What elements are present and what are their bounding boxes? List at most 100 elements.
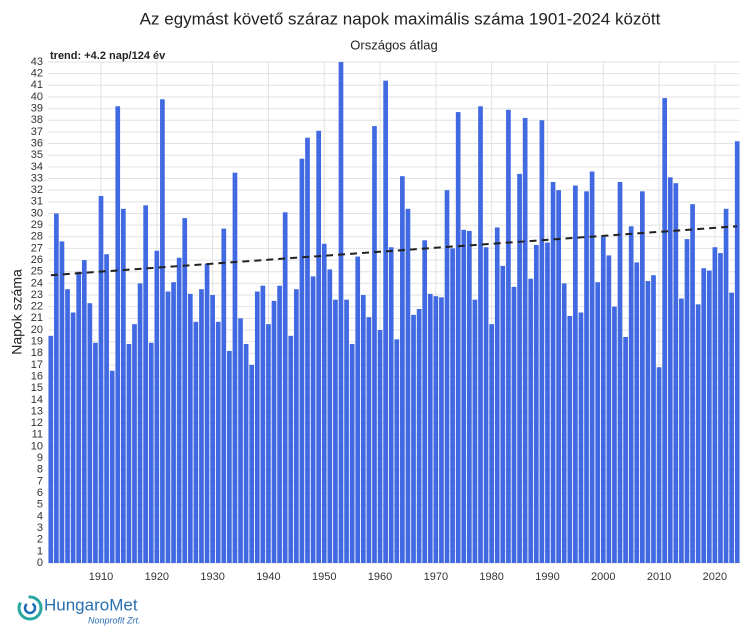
bar xyxy=(137,283,143,563)
bar xyxy=(98,195,104,563)
bar xyxy=(706,270,712,563)
y-tick-label: 15 xyxy=(31,382,43,394)
bar xyxy=(355,256,361,563)
bar xyxy=(528,278,534,563)
bar xyxy=(667,177,673,564)
y-tick-label: 3 xyxy=(37,522,43,534)
bar xyxy=(684,239,690,564)
bar xyxy=(517,173,522,563)
bar xyxy=(628,226,634,563)
x-tick-label: 1970 xyxy=(424,571,448,583)
y-tick-label: 4 xyxy=(37,510,43,522)
y-tick-label: 14 xyxy=(31,394,43,406)
bar xyxy=(718,253,723,563)
bar xyxy=(310,276,316,563)
y-tick-label: 19 xyxy=(31,336,43,348)
bar xyxy=(327,269,333,563)
y-tick-label: 11 xyxy=(32,429,43,441)
bar xyxy=(589,171,595,563)
x-tick-label: 2000 xyxy=(591,571,615,583)
bar xyxy=(76,271,82,563)
bar xyxy=(366,317,372,563)
bar xyxy=(623,336,628,563)
bar xyxy=(360,295,366,563)
y-tick-label: 24 xyxy=(31,277,43,289)
bar xyxy=(444,190,450,564)
y-tick-label: 25 xyxy=(31,266,43,278)
y-tick-label: 38 xyxy=(31,114,43,126)
bar xyxy=(288,335,294,563)
bar xyxy=(120,208,126,563)
y-tick-label: 26 xyxy=(31,254,43,266)
bar xyxy=(238,318,243,563)
chart-title: Az egymást követő száraz napok maximális… xyxy=(140,9,661,28)
bar xyxy=(243,343,249,563)
bar xyxy=(533,244,539,563)
bar xyxy=(639,191,645,563)
bar xyxy=(729,292,734,563)
bar xyxy=(734,141,740,563)
bar xyxy=(567,315,573,563)
x-tick-label: 1990 xyxy=(535,571,559,583)
y-tick-label: 34 xyxy=(31,161,43,173)
y-tick-label: 33 xyxy=(31,172,43,184)
bar xyxy=(132,324,137,563)
bar xyxy=(54,213,59,563)
bar xyxy=(539,120,545,564)
bar xyxy=(690,204,695,564)
y-tick-label: 13 xyxy=(31,405,43,417)
logo-subname: Nonprofit Zrt. xyxy=(88,615,141,625)
y-tick-label: 7 xyxy=(37,475,43,487)
bar xyxy=(695,304,701,563)
y-tick-label: 6 xyxy=(37,487,43,499)
bar xyxy=(617,182,623,564)
bar xyxy=(422,240,428,563)
bar xyxy=(65,289,70,563)
bar xyxy=(656,367,662,563)
x-tick-label: 1960 xyxy=(368,571,392,583)
y-tick-label: 16 xyxy=(31,370,43,382)
bar xyxy=(70,312,76,563)
bar xyxy=(578,312,584,563)
bar xyxy=(277,285,282,563)
y-tick-label: 37 xyxy=(31,126,43,138)
y-tick-label: 22 xyxy=(31,301,43,313)
bar xyxy=(305,137,310,564)
bar xyxy=(550,182,556,564)
bar xyxy=(59,241,65,563)
bar xyxy=(439,297,444,563)
chart-subtitle: Országos átlag xyxy=(350,37,437,52)
x-tick-label: 1920 xyxy=(145,571,169,583)
bar xyxy=(148,342,154,563)
logo-icon xyxy=(17,595,43,621)
y-tick-label: 0 xyxy=(37,557,43,569)
bar xyxy=(199,289,204,563)
bar xyxy=(701,268,707,563)
y-tick-label: 21 xyxy=(31,312,43,324)
bar xyxy=(187,293,193,563)
bar xyxy=(215,321,221,563)
bar xyxy=(154,250,160,563)
bar xyxy=(282,212,288,564)
y-tick-label: 5 xyxy=(37,499,43,511)
y-tick-label: 28 xyxy=(31,231,43,243)
y-tick-label: 12 xyxy=(31,417,43,429)
bar xyxy=(455,112,461,563)
bar xyxy=(472,299,478,563)
y-axis-label: Napok száma xyxy=(9,269,25,355)
bar xyxy=(372,126,377,564)
bar xyxy=(400,176,405,563)
y-tick-label: 42 xyxy=(31,68,43,80)
bar xyxy=(115,106,121,564)
bar xyxy=(394,339,400,563)
bar xyxy=(81,260,87,563)
bar xyxy=(723,208,729,563)
bar xyxy=(227,350,232,563)
bar xyxy=(321,243,327,564)
bar xyxy=(109,370,115,563)
x-tick-label: 1940 xyxy=(256,571,280,583)
bar xyxy=(483,247,489,564)
bar xyxy=(266,324,271,563)
bar xyxy=(478,106,483,564)
bar xyxy=(171,282,176,563)
